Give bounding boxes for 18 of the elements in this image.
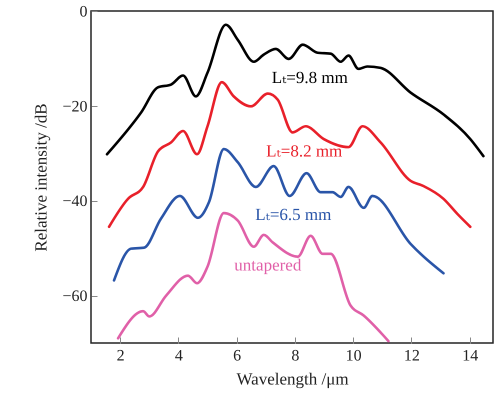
x-tick-label: 6 xyxy=(233,348,242,364)
y-tick-label: −20 xyxy=(62,98,88,116)
y-tick-label: 0 xyxy=(80,4,88,20)
x-tick-label: 12 xyxy=(404,348,420,364)
y-tick-label: −60 xyxy=(62,288,88,306)
x-tick-label: 10 xyxy=(346,348,362,364)
x-axis-title: Wavelength /μm xyxy=(236,370,349,388)
series-label: Lₜ=9.8 mm xyxy=(272,68,348,87)
series-label: untapered xyxy=(234,256,302,275)
line-series xyxy=(106,23,485,158)
x-tick-label: 8 xyxy=(291,348,300,364)
y-tick-label: −40 xyxy=(62,193,88,210)
x-tick-label: 14 xyxy=(462,348,478,364)
x-tick-label: 2 xyxy=(116,348,125,364)
x-tick-label: 4 xyxy=(174,348,183,364)
y-axis-title: Relative intensity /dB xyxy=(31,103,50,252)
series-label: Lₜ=8.2 mm xyxy=(266,141,342,160)
series-label: Lₜ=6.5 mm xyxy=(255,204,332,224)
